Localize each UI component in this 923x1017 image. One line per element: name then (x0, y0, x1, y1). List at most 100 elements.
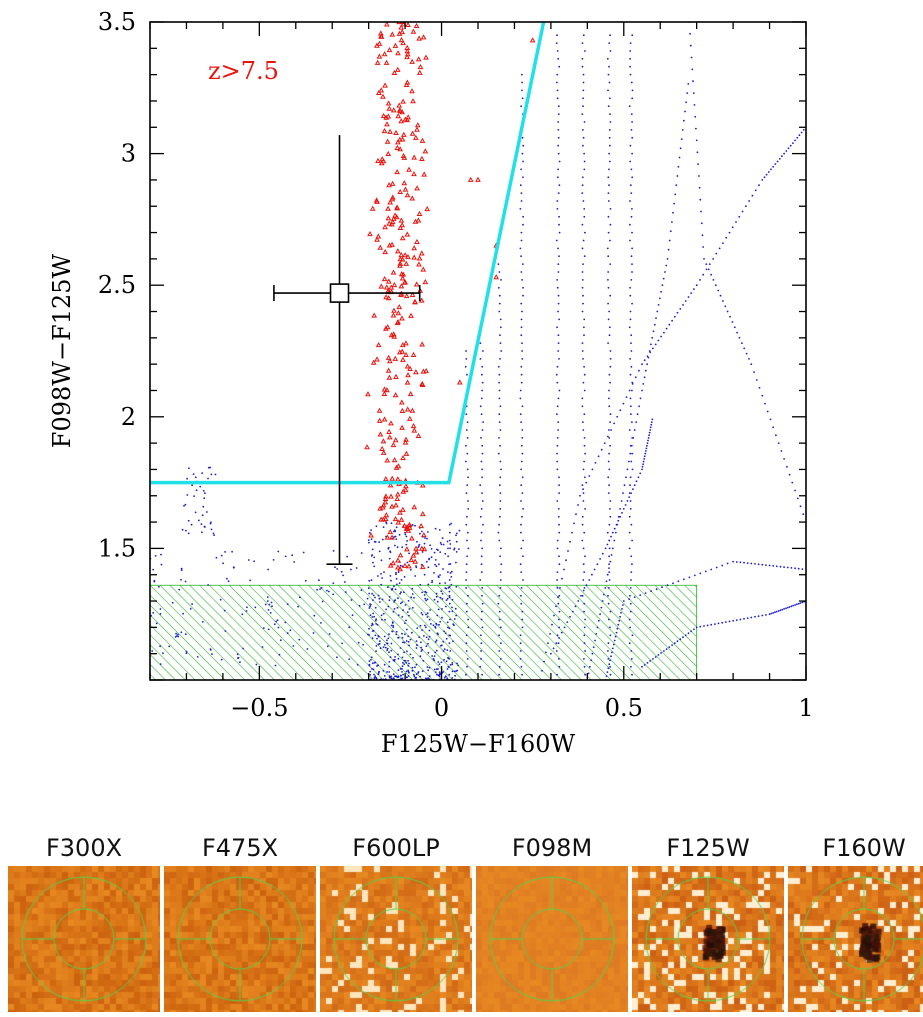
track-dot (415, 640, 418, 642)
track-dot (608, 555, 610, 558)
track-dot (608, 184, 610, 187)
track-dot (785, 150, 788, 152)
track-dot (386, 639, 388, 642)
track-dot (608, 484, 610, 487)
track-dot (499, 658, 502, 660)
track-dot (609, 350, 612, 352)
track-dot (422, 659, 425, 662)
track-dot (735, 619, 738, 621)
track-dot (609, 113, 611, 115)
highz-marker (386, 374, 393, 380)
track-dot (616, 415, 619, 418)
highz-marker (416, 69, 423, 75)
track-dot (628, 460, 630, 463)
track-dot (761, 563, 764, 566)
track-dot (434, 671, 437, 673)
track-dot (520, 168, 522, 171)
track-dot (369, 614, 372, 617)
track-dot (445, 599, 448, 601)
track-dot (597, 619, 600, 622)
track-dot (419, 655, 422, 658)
track-dot (676, 311, 679, 314)
highz-marker (386, 105, 393, 111)
track-dot (595, 633, 598, 635)
track-dot (448, 627, 451, 630)
track-dot (388, 557, 391, 560)
track-dot (592, 646, 595, 648)
track-dot (497, 263, 500, 265)
track-dot (609, 121, 612, 123)
track-dot (418, 636, 421, 639)
track-dot (609, 665, 611, 668)
track-dot (402, 609, 404, 611)
track-dot (653, 323, 656, 326)
track-dot (500, 642, 502, 645)
track-dot (631, 121, 633, 123)
track-dot (796, 497, 799, 500)
track-dot (446, 668, 449, 670)
track-dot (619, 515, 621, 518)
track-dot (371, 630, 374, 632)
track-dot (608, 429, 610, 431)
track-dot (415, 566, 418, 569)
track-dot (500, 563, 503, 566)
track-dot (630, 405, 632, 408)
track-dot (630, 113, 633, 115)
track-dot (385, 522, 388, 525)
track-dot (442, 543, 445, 546)
track-dot (435, 639, 438, 642)
highz-marker (423, 367, 430, 374)
track-dot (204, 526, 206, 528)
stamp-image (632, 866, 784, 1012)
track-dot (406, 650, 408, 653)
track-dot (617, 519, 620, 522)
track-dot (644, 450, 647, 452)
highz-marker (385, 367, 392, 373)
track-dot (401, 636, 404, 639)
track-dot (555, 373, 558, 376)
track-dot (180, 631, 183, 634)
highz-marker (419, 510, 426, 517)
track-dot (629, 65, 631, 68)
track-dot (196, 656, 199, 658)
track-dot (426, 537, 428, 540)
track-dot (628, 598, 631, 600)
track-dot (624, 504, 627, 506)
track-dot (628, 515, 631, 518)
track-dot (497, 531, 500, 534)
track-dot (479, 515, 482, 518)
track-dot (429, 544, 431, 547)
track-dot (448, 673, 451, 676)
track-dot (446, 621, 449, 624)
track-dot (327, 590, 330, 593)
track-dot (455, 585, 458, 588)
track-dot (411, 666, 414, 669)
track-dot (608, 326, 611, 329)
track-dot (267, 628, 270, 631)
track-dot (609, 634, 612, 637)
track-dot (458, 529, 461, 532)
track-dot (608, 168, 610, 171)
track-dot (443, 676, 446, 679)
track-dot (451, 663, 454, 666)
track-dot (520, 255, 522, 258)
track-dot (520, 105, 523, 108)
track-dot (665, 327, 668, 330)
track-dot (340, 570, 343, 573)
track-dot (619, 409, 622, 412)
track-dot (732, 560, 734, 563)
highz-marker (376, 407, 383, 413)
track-dot (428, 618, 431, 621)
track-dot (210, 528, 213, 531)
track-dot (497, 286, 500, 289)
track-dot (363, 603, 366, 606)
track-dot (609, 673, 612, 676)
track-dot (184, 580, 187, 583)
track-dot (790, 567, 793, 569)
track-dot (453, 670, 456, 673)
track-dot (630, 168, 633, 171)
track-dot (191, 484, 194, 487)
track-dot (607, 642, 610, 645)
track-dot (650, 423, 653, 426)
track-dot (607, 667, 610, 670)
